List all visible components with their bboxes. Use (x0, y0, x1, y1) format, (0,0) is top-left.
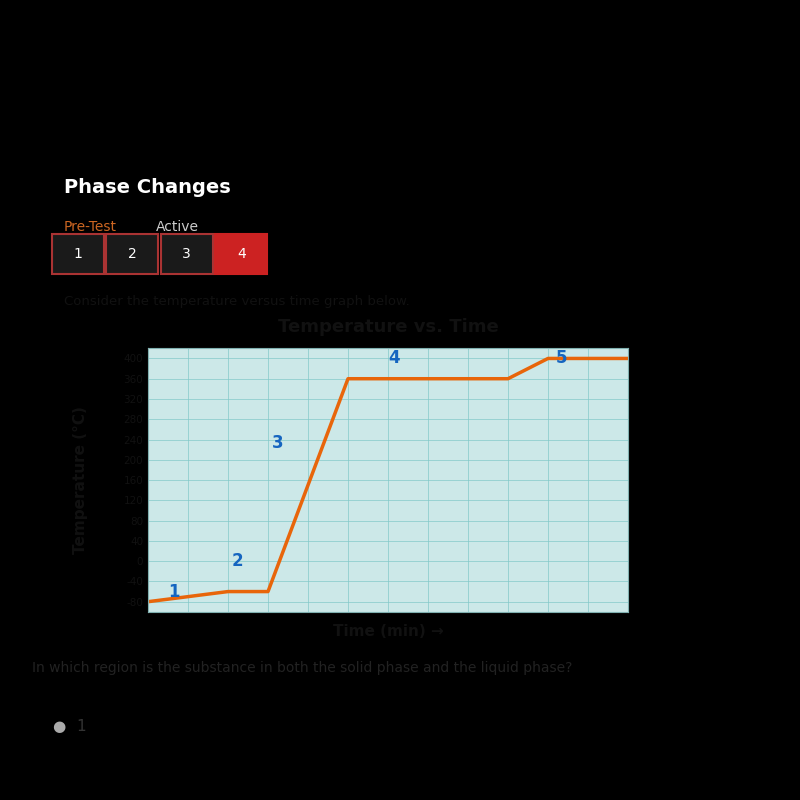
Text: ●: ● (52, 719, 66, 734)
Text: In which region is the substance in both the solid phase and the liquid phase?: In which region is the substance in both… (32, 661, 572, 674)
Text: 2: 2 (128, 247, 137, 261)
Text: Temperature (°C): Temperature (°C) (73, 406, 87, 554)
FancyBboxPatch shape (52, 234, 104, 274)
Text: 2: 2 (232, 552, 244, 570)
Text: 3: 3 (182, 247, 191, 261)
FancyBboxPatch shape (161, 234, 213, 274)
X-axis label: Time (min) →: Time (min) → (333, 624, 443, 638)
FancyBboxPatch shape (106, 234, 158, 274)
Text: 4: 4 (237, 247, 246, 261)
Text: 5: 5 (556, 349, 567, 367)
Text: Consider the temperature versus time graph below.: Consider the temperature versus time gra… (64, 294, 410, 308)
Text: 3: 3 (272, 434, 284, 452)
Text: Phase Changes: Phase Changes (64, 178, 230, 198)
FancyBboxPatch shape (215, 234, 267, 274)
Text: Pre-Test: Pre-Test (64, 221, 117, 234)
Text: 1: 1 (76, 719, 86, 734)
Text: 4: 4 (388, 349, 400, 367)
Text: Active: Active (156, 221, 199, 234)
Text: 1: 1 (168, 582, 179, 601)
Text: 1: 1 (74, 247, 82, 261)
Text: Temperature vs. Time: Temperature vs. Time (278, 318, 498, 336)
